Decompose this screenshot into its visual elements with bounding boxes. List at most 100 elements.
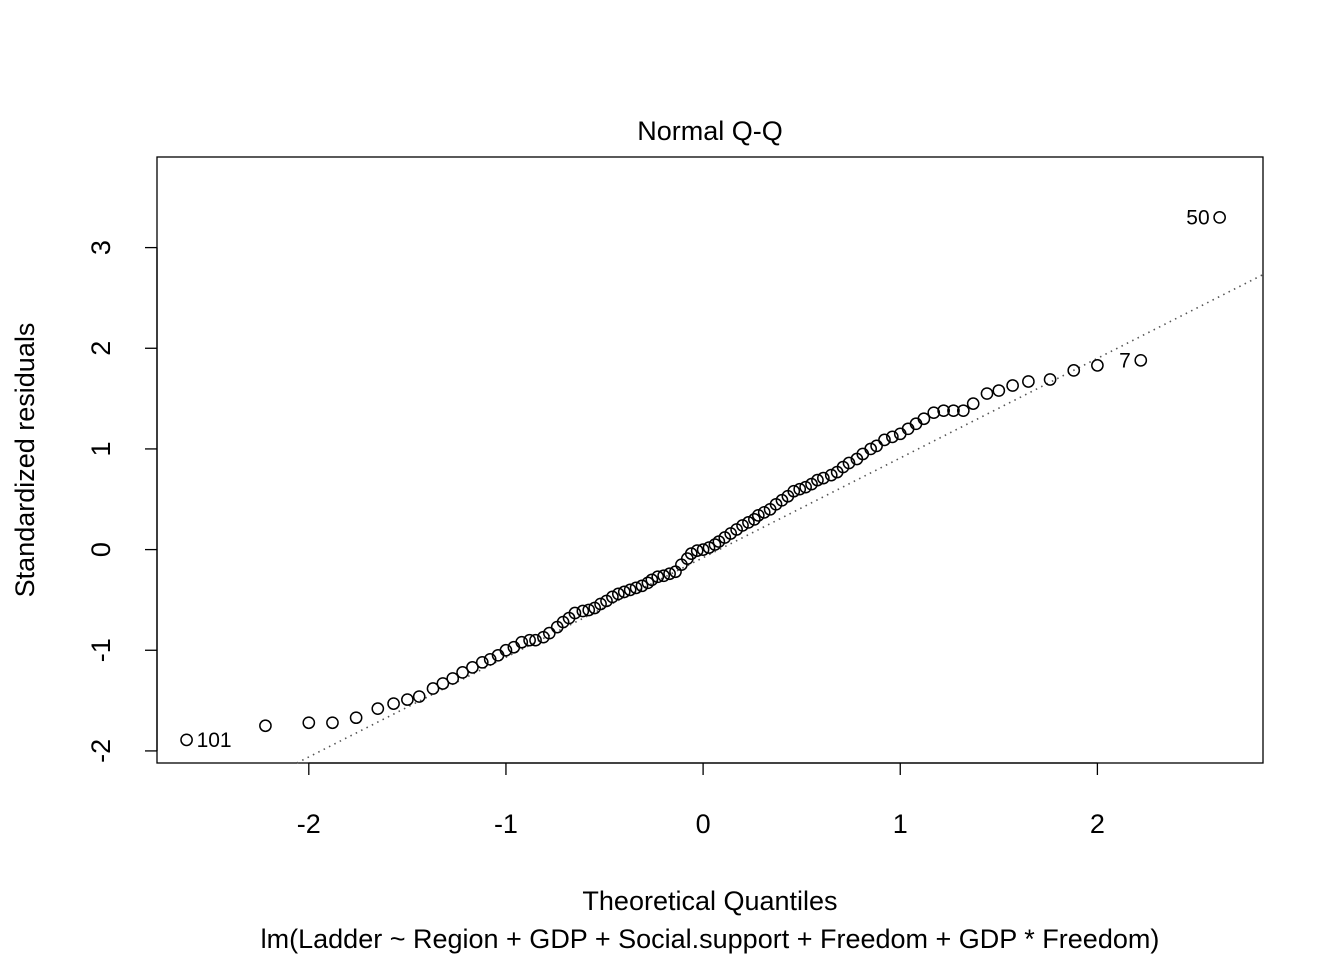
data-point xyxy=(645,573,659,587)
data-point xyxy=(523,633,536,647)
data-point xyxy=(401,693,414,706)
data-point xyxy=(690,544,704,557)
plot-frame xyxy=(156,156,1264,764)
data-point xyxy=(1091,359,1104,372)
data-point xyxy=(302,716,316,730)
data-point xyxy=(824,468,838,482)
data-point xyxy=(811,473,824,487)
y-tick-label: 0 xyxy=(86,542,116,557)
data-point xyxy=(980,387,994,400)
data-point xyxy=(617,585,631,599)
data-point xyxy=(515,635,529,649)
data-point xyxy=(641,576,655,590)
data-point xyxy=(436,677,450,690)
data-point xyxy=(180,733,193,747)
y-tick-label: 3 xyxy=(86,240,116,255)
data-point xyxy=(426,682,440,695)
data-point xyxy=(748,513,761,526)
data-point xyxy=(817,471,830,485)
chart-title: Normal Q-Q xyxy=(637,116,783,146)
data-point xyxy=(684,547,698,560)
data-point xyxy=(456,666,469,679)
reference-line-layer xyxy=(296,273,1264,764)
data-point xyxy=(992,384,1006,397)
point-label: 101 xyxy=(197,729,232,752)
data-point xyxy=(483,652,497,666)
data-point xyxy=(917,412,931,426)
chart-subtitle: lm(Ladder ~ Region + GDP + Social.suppor… xyxy=(261,924,1160,954)
data-point xyxy=(909,417,923,431)
data-point xyxy=(937,404,950,418)
data-point xyxy=(901,422,915,436)
data-point xyxy=(842,456,856,470)
data-point xyxy=(475,655,489,669)
data-point xyxy=(751,509,765,522)
data-point xyxy=(663,567,676,581)
x-tick-label: 2 xyxy=(1090,809,1105,839)
data-point xyxy=(708,538,722,551)
y-tick-label: 1 xyxy=(86,441,116,456)
x-tick-label: 0 xyxy=(696,809,711,839)
data-point xyxy=(1006,379,1019,392)
data-point xyxy=(1134,353,1148,367)
data-point xyxy=(259,719,272,733)
data-point xyxy=(412,690,426,703)
data-point xyxy=(635,579,649,593)
data-point xyxy=(623,583,637,597)
x-tick-label: -1 xyxy=(494,809,518,839)
data-point xyxy=(799,480,812,494)
data-point xyxy=(757,505,771,519)
data-point xyxy=(371,702,385,715)
data-point xyxy=(702,541,716,554)
data-point xyxy=(966,397,980,410)
data-point xyxy=(864,442,878,456)
data-point xyxy=(657,569,671,583)
data-point xyxy=(956,404,970,418)
y-tick-label: 2 xyxy=(86,341,116,356)
data-point xyxy=(611,587,625,601)
point-label: 50 xyxy=(1186,206,1209,229)
data-point xyxy=(529,633,542,647)
data-point xyxy=(568,606,582,620)
data-point xyxy=(594,597,607,611)
data-point xyxy=(387,697,400,710)
data-point xyxy=(1022,375,1035,388)
point-label: 7 xyxy=(1119,349,1131,372)
y-axis-label: Standardized residuals xyxy=(10,323,40,598)
x-axis-label: Theoretical Quantiles xyxy=(582,886,837,916)
point-labels-layer: 50 7 101 xyxy=(197,206,1210,751)
x-tick-label: -2 xyxy=(297,809,321,839)
data-point xyxy=(582,603,596,617)
y-tick-label: -1 xyxy=(86,638,116,662)
x-axis: -2 -1 0 1 2 xyxy=(297,762,1105,839)
data-point xyxy=(542,626,556,640)
data-point xyxy=(651,570,665,584)
y-tick-label: -2 xyxy=(86,739,116,763)
data-point xyxy=(870,439,883,453)
data-point xyxy=(736,519,749,532)
data-point xyxy=(886,430,899,444)
y-axis: -2 -1 0 1 2 3 xyxy=(86,240,158,763)
data-point xyxy=(629,581,643,595)
data-point xyxy=(696,543,710,556)
data-point xyxy=(606,590,619,604)
data-point xyxy=(787,484,801,498)
data-point xyxy=(742,516,755,529)
data-point xyxy=(466,661,479,674)
x-tick-label: 1 xyxy=(893,809,908,839)
data-point xyxy=(446,672,460,685)
data-point xyxy=(349,711,363,725)
data-point xyxy=(878,433,891,447)
data-point xyxy=(1067,364,1081,377)
data-point xyxy=(947,404,960,418)
data-point xyxy=(326,716,339,730)
data-point xyxy=(499,643,513,657)
reference-line xyxy=(296,273,1264,764)
data-point xyxy=(1043,373,1057,386)
data-point xyxy=(1213,211,1226,224)
data-point xyxy=(576,604,590,618)
data-point xyxy=(793,482,807,496)
points-layer xyxy=(180,211,1226,747)
data-point xyxy=(927,406,941,420)
